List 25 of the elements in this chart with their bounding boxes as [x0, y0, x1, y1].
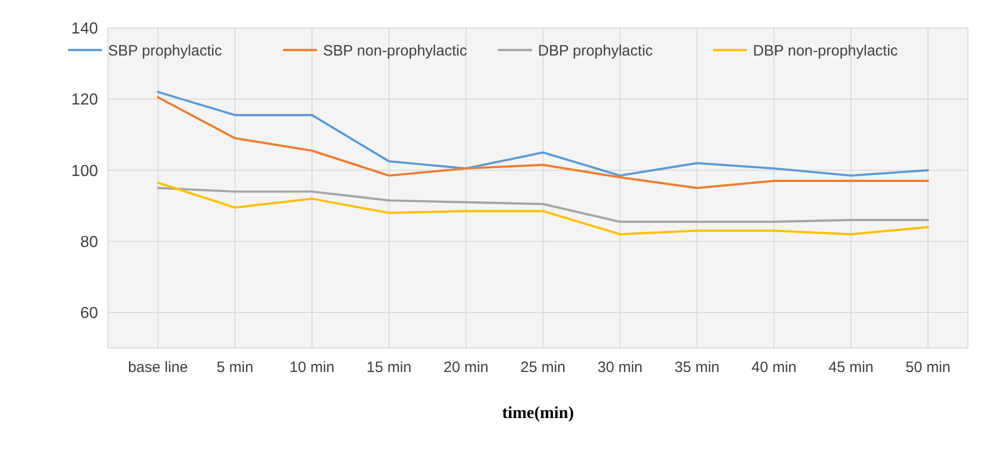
- y-tick-label: 120: [71, 92, 98, 109]
- x-tick-label: 20 min: [443, 359, 489, 376]
- x-tick-label: 5 min: [216, 359, 254, 376]
- line-series: [156, 96, 930, 190]
- y-tick-label: 100: [71, 162, 98, 180]
- legend-label: SBP non-prophylactic: [323, 42, 468, 60]
- legend-label: SBP prophylactic: [108, 42, 222, 60]
- x-tick-label: 10 min: [289, 359, 335, 376]
- x-tick-label: base line: [128, 359, 188, 376]
- line-series: [156, 90, 930, 177]
- line-series: [156, 182, 930, 236]
- y-tick-label: 140: [71, 20, 98, 38]
- x-tick-label: 25 min: [520, 359, 566, 376]
- line-series: [156, 186, 930, 223]
- legend-label: DBP prophylactic: [538, 42, 654, 60]
- legend-label: DBP non-prophylactic: [753, 42, 898, 60]
- y-tick-label: 80: [80, 234, 98, 251]
- x-tick-label: 15 min: [366, 359, 412, 376]
- x-tick-label: 35 min: [674, 359, 720, 376]
- x-axis-title: time(min): [502, 403, 574, 422]
- x-tick-label: 40 min: [751, 359, 797, 376]
- y-tick-label: 60: [80, 305, 98, 322]
- x-tick-label: 45 min: [828, 359, 874, 376]
- x-tick-label: 50 min: [905, 359, 951, 376]
- x-tick-label: 30 min: [597, 359, 643, 376]
